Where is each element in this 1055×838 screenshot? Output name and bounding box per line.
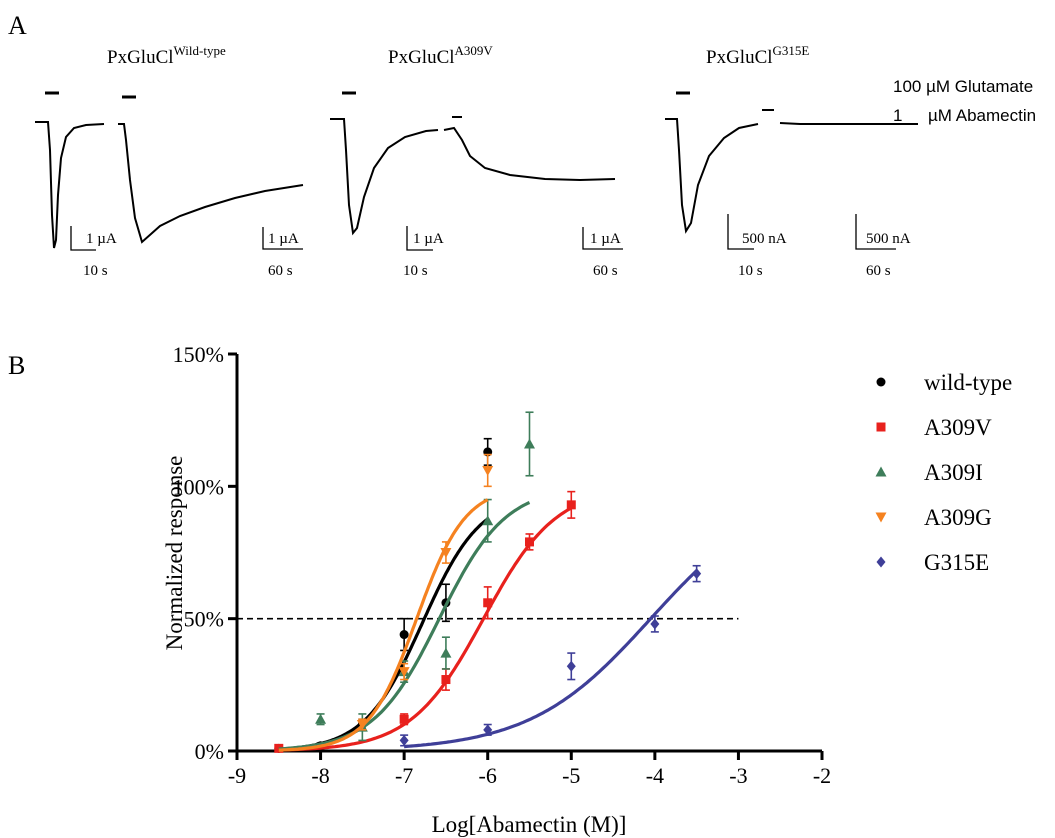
y-tick-label: 0%	[195, 739, 224, 764]
data-point-a309g	[482, 465, 494, 476]
fit-curve-g315e	[403, 569, 698, 749]
scale-label-wild-type-long-x: 60 s	[268, 263, 293, 279]
data-point-a309v	[566, 500, 576, 510]
scale-label-a309v-short-x: 10 s	[403, 263, 428, 279]
current-traces	[35, 118, 918, 249]
panel-a: A PxGluClWild-type PxGluClA309V PxGluClG…	[8, 11, 1036, 279]
scale-bar-g315e-long	[855, 214, 896, 250]
trace-title-g315e: PxGluClG315E	[706, 43, 809, 68]
data-point-g315e	[483, 724, 493, 736]
data-point-a309i	[524, 438, 535, 449]
glutamate-legend: 100 µM Glutamate	[893, 77, 1033, 96]
scale-label-g315e-long-x: 60 s	[866, 263, 891, 279]
abamectin-legend-text: µM Abamectin	[928, 106, 1036, 125]
legend-marker-g315e	[876, 556, 886, 568]
legend-marker-a309g	[875, 512, 887, 523]
x-tick-label: -7	[395, 763, 413, 788]
trace-a309v-glutamate	[330, 118, 439, 236]
fit-curve-wild-type	[278, 517, 489, 751]
scale-label-g315e-short-x: 10 s	[738, 263, 763, 279]
trace-wild-type-glutamate	[35, 121, 105, 249]
series-wild-type	[274, 437, 493, 753]
series-g315e	[399, 564, 702, 749]
scale-label-g315e-long-y: 500 nA	[866, 231, 911, 247]
x-tick-label: -5	[562, 763, 580, 788]
y-tick-label: 150%	[173, 342, 224, 367]
scale-label-wild-type-short-y: 1 µA	[86, 231, 117, 247]
legend-marker-a309v	[876, 422, 886, 432]
scale-bars	[70, 214, 896, 251]
scale-bar-wild-type-long	[262, 227, 303, 250]
trace-a309v-abamectin	[443, 126, 616, 182]
data-point-g315e	[692, 568, 702, 580]
scale-bar-labels: 1 µA 10 s 1 µA 60 s 1 µA 10 s 1 µA 60 s …	[83, 231, 911, 279]
data-point-a309v	[441, 675, 451, 685]
x-tick-label: -8	[311, 763, 329, 788]
legend-marker-wild-type	[876, 377, 886, 387]
series-a309i	[278, 411, 535, 751]
panel-b-label: B	[8, 351, 25, 380]
trace-g315e-glutamate	[665, 118, 759, 234]
scale-label-a309v-long-x: 60 s	[593, 263, 618, 279]
application-bars	[45, 91, 774, 118]
trace-title-a309v: PxGluClA309V	[388, 43, 493, 68]
scale-bar-a309v-short	[406, 226, 433, 251]
legend-label-a309i: A309I	[924, 460, 983, 485]
scale-bar-wild-type-short	[70, 226, 96, 251]
y-axis-title: Normalized response	[162, 456, 187, 651]
scale-bar-a309v-long	[582, 227, 623, 250]
data-point-g315e	[399, 734, 409, 746]
data-point-g315e	[566, 660, 576, 672]
trace-g315e-abamectin	[779, 122, 918, 125]
scale-label-wild-type-short-x: 10 s	[83, 263, 108, 279]
x-tick-label: -4	[646, 763, 664, 788]
x-axis-title: Log[Abamectin (M)]	[432, 812, 627, 837]
scale-label-wild-type-long-y: 1 µA	[268, 231, 299, 247]
scale-label-a309v-short-y: 1 µA	[413, 231, 444, 247]
panel-a-label: A	[8, 11, 27, 40]
panel-b: B 0% 50% 100% 150% -9 -8 -7 -6 -5 -4 -3 -2 wild-type…	[8, 342, 1012, 837]
scale-label-a309v-long-y: 1 µA	[590, 231, 621, 247]
data-point-a309v	[483, 598, 493, 608]
data-point-a309i	[440, 647, 452, 658]
trace-title-wild-type: PxGluClWild-type	[107, 43, 226, 68]
y-tick-label: 100%	[173, 474, 224, 499]
legend-marker-a309i	[875, 466, 887, 477]
data-point-a309v	[525, 537, 534, 547]
x-tick-label: -6	[479, 763, 497, 788]
legend-label-g315e: G315E	[924, 550, 989, 575]
abamectin-legend-number: 1	[893, 106, 902, 125]
data-point-a309i	[482, 515, 494, 526]
fit-curve-a309v	[278, 506, 573, 752]
data-point-a309v	[399, 714, 409, 724]
data-point-g315e	[650, 618, 660, 630]
fit-curve-a309g	[278, 498, 489, 752]
trace-wild-type-abamectin	[118, 123, 304, 244]
data-point-wild-type	[399, 630, 409, 640]
data-point-a309g	[398, 667, 410, 678]
legend-label-wild-type: wild-type	[924, 370, 1012, 395]
legend-label-a309g: A309G	[924, 505, 992, 530]
data-point-a309i	[315, 713, 327, 724]
data-point-a309g	[440, 548, 452, 558]
dose-response-chart: 0% 50% 100% 150% -9 -8 -7 -6 -5 -4 -3 -2 wild-type A3…	[173, 342, 1012, 788]
data-point-a309g	[356, 720, 368, 731]
chart-legend: wild-type A309V A309I A309G G315E	[875, 370, 1012, 575]
legend-label-a309v: A309V	[924, 415, 992, 440]
scale-bar-g315e-short	[727, 214, 754, 250]
scale-label-g315e-short-y: 500 nA	[742, 231, 787, 247]
x-tick-label: -3	[729, 763, 747, 788]
series-a309g	[278, 453, 494, 752]
y-tick-label: 50%	[184, 607, 224, 632]
x-tick-label: -9	[228, 763, 246, 788]
x-tick-label: -2	[813, 763, 831, 788]
